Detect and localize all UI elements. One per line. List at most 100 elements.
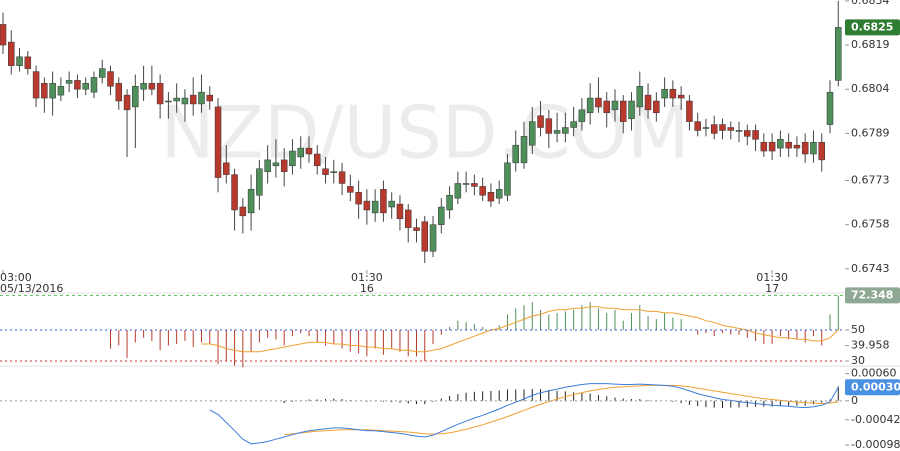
candle-body	[330, 171, 338, 173]
current-value-box	[845, 19, 900, 36]
macd-line	[209, 383, 839, 445]
candle-body	[702, 127, 710, 129]
candle-body	[396, 203, 404, 220]
y-tick-label: 0.00060	[851, 367, 897, 380]
candle-body	[189, 94, 197, 105]
candle-body	[214, 106, 222, 178]
candle-body	[785, 141, 792, 149]
candle-body	[32, 71, 40, 99]
candle-body	[380, 189, 387, 214]
candle-body	[347, 186, 354, 193]
candle-body	[644, 94, 652, 111]
candle-body	[181, 97, 189, 105]
x-tick-label: 03:00	[0, 271, 32, 284]
candle-body	[752, 130, 759, 140]
candle-body	[429, 224, 437, 252]
candle-body	[65, 80, 73, 84]
watermark: NZD/USD.COM	[161, 91, 690, 175]
candle-body	[297, 147, 304, 158]
candle-body	[107, 71, 114, 87]
candle-body	[223, 162, 230, 175]
candle-body	[777, 139, 784, 149]
candle-body	[280, 159, 288, 172]
candle-body	[537, 115, 544, 128]
candle-body	[388, 200, 395, 208]
candle-body	[355, 192, 362, 205]
current-value-box	[845, 287, 900, 304]
candle-body	[570, 121, 577, 128]
candle-body	[289, 150, 296, 167]
candle-body	[454, 183, 462, 199]
candle-body	[272, 162, 280, 167]
candle-body	[603, 100, 610, 114]
candle-body	[694, 121, 701, 131]
candle-body	[611, 100, 619, 111]
candle-body	[123, 94, 131, 111]
candle-body	[471, 183, 478, 187]
current-value-label: 0.00030	[851, 380, 900, 393]
x-tick-date: 17	[765, 282, 779, 295]
candle-body	[669, 88, 677, 99]
candle-body	[173, 97, 180, 102]
y-tick-label: 0.6743	[851, 262, 890, 275]
candle-body	[98, 68, 106, 78]
y-tick-label: 30	[851, 354, 865, 367]
candle-body	[801, 141, 809, 155]
candle-body	[628, 100, 635, 119]
candle-body	[677, 94, 685, 99]
candle-body	[132, 86, 139, 108]
candle-body	[322, 168, 329, 175]
candle-body	[520, 136, 528, 164]
candle-body	[24, 56, 32, 69]
candle-body	[512, 144, 519, 164]
candle-body	[446, 194, 453, 211]
candle-body	[41, 83, 48, 99]
candle-body	[231, 174, 238, 211]
candle-body	[0, 24, 7, 46]
candle-body	[826, 91, 834, 125]
candle-body	[314, 153, 321, 167]
candle-body	[586, 97, 594, 114]
candle-body	[620, 100, 627, 122]
candle-body	[363, 200, 371, 211]
candle-body	[74, 80, 81, 90]
x-tick-label: 01:30	[351, 271, 383, 284]
candle-body	[413, 227, 420, 231]
current-value-label: 0.6825	[851, 20, 893, 33]
candle-body	[768, 141, 776, 152]
candle-body	[198, 91, 205, 105]
x-tick-date: 16	[360, 282, 374, 295]
candle-body	[206, 94, 213, 102]
candle-body	[595, 97, 602, 108]
candle-body	[545, 118, 553, 134]
y-tick-label: 0.6804	[851, 82, 890, 95]
candle-body	[462, 183, 470, 185]
candle-body	[305, 147, 313, 155]
candle-body	[686, 100, 693, 122]
candle-body	[835, 27, 842, 81]
candle-body	[553, 130, 561, 134]
candle-body	[504, 162, 511, 196]
candle-body	[495, 189, 503, 199]
candle-body	[719, 124, 726, 131]
candle-body	[148, 83, 156, 90]
candle-body	[16, 56, 23, 66]
candle-body	[90, 77, 98, 93]
candle-body	[735, 130, 743, 132]
candle-body	[818, 141, 825, 161]
candle-body	[793, 144, 801, 149]
candle-body	[529, 121, 536, 146]
candle-body	[487, 192, 495, 202]
candle-body	[438, 206, 445, 225]
y-tick-label: 0	[851, 394, 858, 407]
y-tick-label: 50	[851, 323, 865, 336]
candle-body	[256, 168, 263, 196]
rsi-ma-line	[201, 306, 839, 353]
y-tick-label: 0.6834	[851, 0, 890, 7]
current-value-label: 72.348	[851, 288, 893, 301]
candle-body	[578, 109, 586, 122]
candle-body	[264, 159, 271, 172]
candle-body	[82, 83, 89, 90]
candle-body	[371, 200, 379, 214]
